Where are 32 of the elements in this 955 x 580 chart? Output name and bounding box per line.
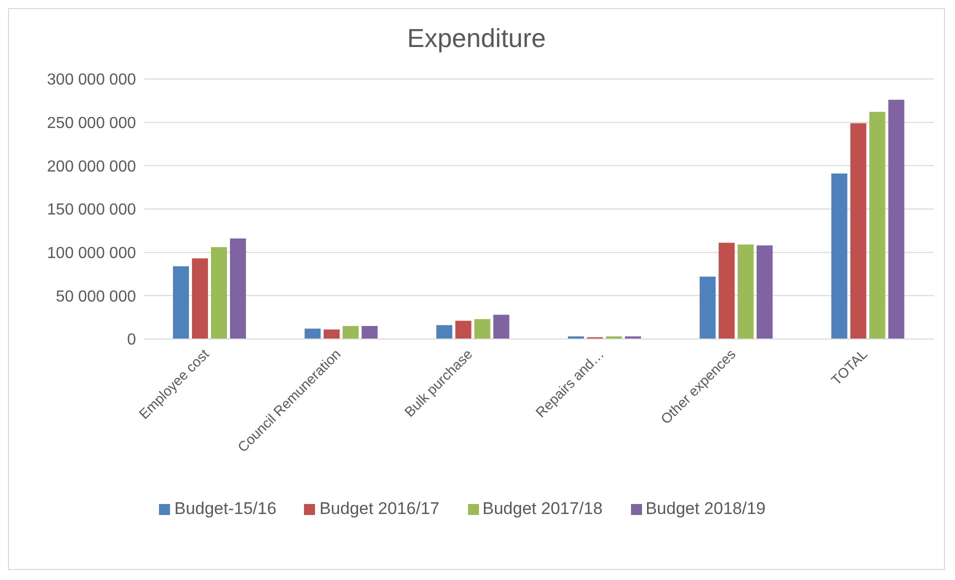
legend-label: Budget-15/16	[174, 499, 276, 518]
bar	[756, 245, 773, 339]
legend-label: Budget 2016/17	[319, 499, 440, 518]
y-tick-label: 250 000 000	[47, 115, 136, 132]
bar	[738, 244, 754, 339]
bar	[342, 326, 359, 339]
y-tick-label: 50 000 000	[56, 288, 136, 306]
legend-label: Budget 2017/18	[482, 499, 603, 518]
bar	[850, 123, 866, 339]
bar	[210, 247, 227, 339]
bar	[718, 242, 735, 339]
bar	[700, 276, 716, 339]
y-tick-label: 100 000 000	[47, 245, 136, 262]
bar	[888, 100, 904, 339]
bar	[324, 329, 340, 339]
bar	[869, 112, 886, 339]
legend-label: Budget 2018/19	[646, 499, 766, 518]
bar	[172, 266, 189, 339]
bar	[831, 173, 848, 339]
bar	[192, 258, 208, 339]
y-tick-label: 300 000 000	[47, 72, 136, 89]
bar	[230, 238, 246, 339]
bar	[474, 319, 490, 339]
bar	[455, 320, 472, 339]
y-tick-label: 0	[127, 332, 136, 349]
bar	[304, 328, 321, 339]
bar	[493, 314, 510, 339]
bar	[362, 326, 378, 339]
y-tick-label: 150 000 000	[47, 202, 136, 219]
chart-title: Expenditure	[406, 23, 547, 54]
y-tick-label: 200 000 000	[47, 158, 136, 176]
bar	[436, 325, 452, 339]
